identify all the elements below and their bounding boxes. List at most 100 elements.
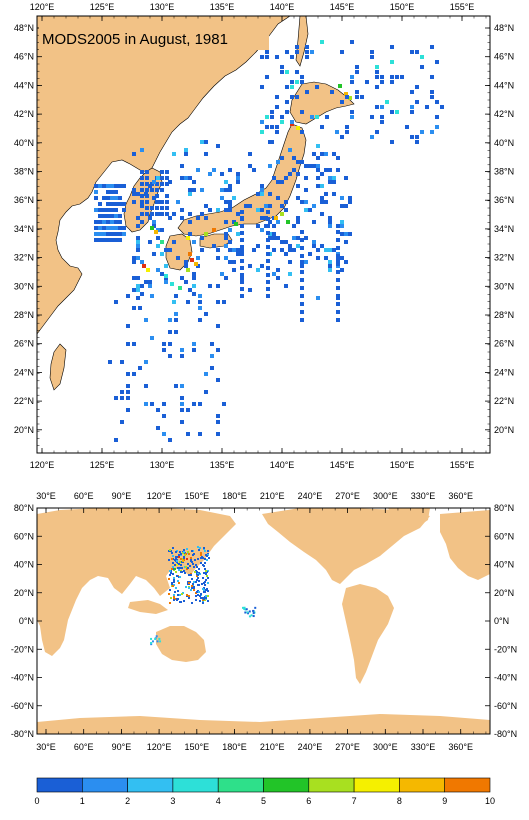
data-cell [197, 546, 199, 548]
data-cell [94, 220, 98, 224]
data-cell [148, 216, 152, 220]
data-cell [300, 130, 304, 134]
data-cell [126, 390, 130, 394]
data-cell [256, 224, 260, 228]
data-cell [181, 593, 183, 595]
data-cell [200, 554, 202, 556]
data-cell [195, 599, 197, 601]
data-cell [196, 216, 200, 220]
data-cell [195, 581, 197, 583]
data-cell [266, 231, 270, 235]
data-cell [114, 232, 118, 236]
data-cell [136, 276, 140, 280]
data-cell [410, 105, 414, 109]
data-cell [300, 262, 304, 266]
data-cell [193, 589, 195, 591]
top-map-ticks [37, 16, 490, 454]
colorbar-label: 5 [261, 796, 266, 806]
data-cell [174, 559, 176, 561]
data-cell [198, 306, 202, 310]
data-cell [152, 220, 156, 224]
data-cell [188, 252, 192, 256]
data-cell [150, 226, 154, 230]
data-cell [312, 152, 316, 156]
data-cell [292, 224, 296, 228]
data-cell [156, 268, 160, 272]
data-cell [180, 564, 182, 566]
global-lon-label-top: 90°E [112, 491, 132, 501]
data-cell [325, 115, 329, 119]
data-cell [142, 264, 146, 268]
data-cell [280, 115, 284, 119]
data-cell [284, 284, 288, 288]
global-lat-label-left: -60°N [11, 701, 34, 711]
data-cell [132, 306, 136, 310]
data-cell [170, 597, 172, 599]
data-cell [94, 232, 98, 236]
data-cell [132, 342, 136, 346]
data-cell [196, 591, 198, 593]
data-cell [266, 210, 270, 214]
data-cell [140, 292, 144, 296]
data-cell [150, 336, 154, 340]
data-cell [420, 130, 424, 134]
data-cell [316, 156, 320, 160]
data-cell [148, 280, 152, 284]
data-cell [224, 188, 228, 192]
data-cell [173, 594, 175, 596]
data-cell [132, 192, 136, 196]
data-cell [170, 572, 172, 574]
data-cell [165, 170, 169, 174]
colorbar-label: 10 [485, 796, 495, 806]
data-cell [173, 577, 175, 579]
data-cell [284, 176, 288, 180]
data-cell [266, 252, 270, 256]
data-cell [266, 273, 270, 277]
data-cell [200, 140, 204, 144]
global-lon-label-bottom: 210°E [260, 742, 285, 752]
data-cell [160, 240, 164, 244]
data-cell [340, 204, 344, 208]
data-cell [177, 594, 179, 596]
data-cell [204, 372, 208, 376]
data-cell [184, 152, 188, 156]
data-cell [365, 80, 369, 84]
data-cell [205, 579, 207, 581]
data-cell [140, 188, 144, 192]
data-cell [380, 105, 384, 109]
data-cell [201, 583, 203, 585]
data-cell [260, 264, 264, 268]
colorbar-segment [127, 777, 174, 793]
south-america [342, 584, 394, 684]
colorbar-label: 7 [352, 796, 357, 806]
data-cell [175, 587, 177, 589]
data-cell [272, 272, 276, 276]
data-cell [380, 115, 384, 119]
data-cell [292, 156, 296, 160]
lat-label-right: 38°N [494, 167, 514, 177]
data-cell [204, 152, 208, 156]
data-cell [415, 100, 419, 104]
lat-label-left: 24°N [14, 367, 34, 377]
data-cell [228, 240, 232, 244]
data-cell [260, 55, 264, 59]
data-cell [222, 300, 226, 304]
data-cell [156, 200, 160, 204]
data-cell [304, 236, 308, 240]
data-cell [204, 584, 206, 586]
data-cell [144, 280, 148, 284]
data-cell [182, 560, 184, 562]
data-cell [198, 318, 202, 322]
data-cell [280, 65, 284, 69]
data-cell [102, 208, 106, 212]
data-cell [98, 220, 102, 224]
global-lon-label-bottom: 300°E [373, 742, 398, 752]
data-cell [305, 90, 309, 94]
data-cell [188, 188, 192, 192]
data-cell [300, 318, 304, 322]
data-cell [236, 252, 240, 256]
data-cell [344, 260, 348, 264]
lon-label-top: 125°E [90, 2, 115, 12]
data-cell [184, 260, 188, 264]
data-cell [435, 115, 439, 119]
